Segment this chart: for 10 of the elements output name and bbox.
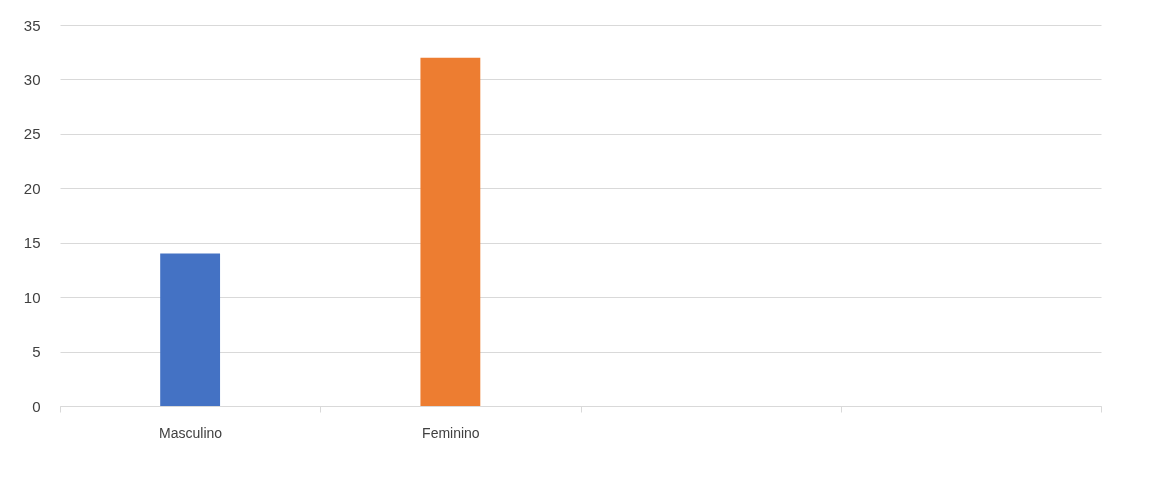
x-tick-label: Masculino [159,424,223,441]
y-tick-label: 20 [23,179,41,197]
y-tick-label: 35 [23,16,41,34]
y-tick-label: 10 [23,288,41,306]
y-tick-label: 25 [23,125,41,143]
y-tick-label: 5 [32,343,41,361]
y-tick-label: 0 [32,397,41,415]
y-tick-label: 15 [23,234,41,252]
x-tick-label: Feminino [422,424,480,441]
y-tick-label: 30 [23,70,41,88]
